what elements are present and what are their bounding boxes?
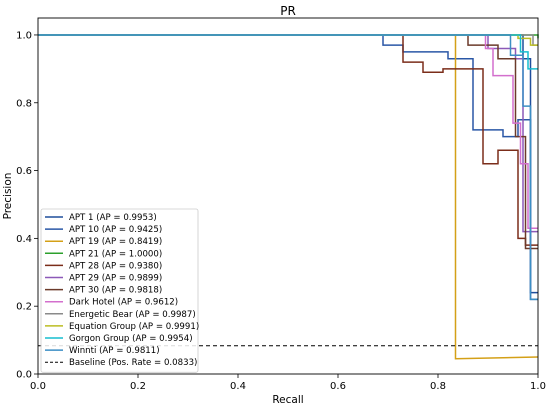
plot-frame	[37, 17, 539, 375]
x-tick-label: 1.0	[530, 381, 546, 392]
series-line-5	[38, 34, 538, 233]
y-tick-label: 0.4	[16, 234, 32, 245]
legend-entry: Winnti (AP = 0.9811)	[69, 346, 160, 356]
x-tick-label: 0.4	[230, 381, 246, 392]
series-line-8	[38, 34, 538, 46]
y-tick-label: 1.0	[16, 30, 32, 41]
series-line-1	[38, 34, 538, 301]
x-axis-label: Recall	[272, 394, 303, 406]
legend-entry: APT 19 (AP = 0.8419)	[69, 237, 162, 247]
legend-entry: Equation Group (AP = 0.9991)	[69, 322, 199, 332]
series-line-9	[38, 34, 538, 46]
legend-entry: APT 28 (AP = 0.9380)	[69, 261, 162, 271]
legend-entry: APT 21 (AP = 1.0000)	[69, 249, 162, 259]
y-tick-label: 0.8	[16, 98, 32, 109]
x-axis-ticks: 0.0 0.2 0.4 0.6 0.8 1.0	[30, 374, 546, 392]
y-tick-label: 0.2	[16, 302, 32, 313]
series-line-10	[38, 34, 538, 70]
series-line-4	[38, 34, 538, 246]
legend-entry: APT 1 (AP = 0.9953)	[69, 213, 157, 223]
y-axis-label: Precision	[2, 173, 14, 220]
legend: APT 1 (AP = 0.9953) APT 10 (AP = 0.9425) A…	[40, 208, 199, 373]
legend-entry: Baseline (Pos. Rate = 0.0833)	[69, 358, 197, 368]
x-tick-label: 0.8	[430, 381, 446, 392]
series-line-11	[38, 34, 538, 301]
legend-entry: Gorgon Group (AP = 0.9954)	[69, 334, 193, 344]
legend-entry: APT 10 (AP = 0.9425)	[69, 225, 162, 235]
y-tick-label: 0.0	[16, 370, 32, 381]
x-tick-label: 0.0	[30, 381, 46, 392]
y-axis-ticks: 0.0 0.2 0.4 0.6 0.8 1.0	[16, 30, 38, 381]
x-tick-label: 0.6	[330, 381, 346, 392]
legend-entry: Energetic Bear (AP = 0.9987)	[69, 310, 196, 320]
legend-box	[40, 208, 199, 373]
legend-entry: APT 30 (AP = 0.9818)	[69, 286, 162, 296]
y-tick-label: 0.6	[16, 166, 32, 177]
chart-title: PR	[280, 4, 296, 18]
legend-entry: APT 29 (AP = 0.9899)	[69, 274, 162, 284]
curves-layer	[38, 34, 539, 360]
series-line-6	[38, 34, 538, 250]
series-line-7	[38, 34, 538, 229]
x-tick-label: 0.2	[130, 381, 146, 392]
legend-entry: Dark Hotel (AP = 0.9612)	[69, 298, 178, 308]
